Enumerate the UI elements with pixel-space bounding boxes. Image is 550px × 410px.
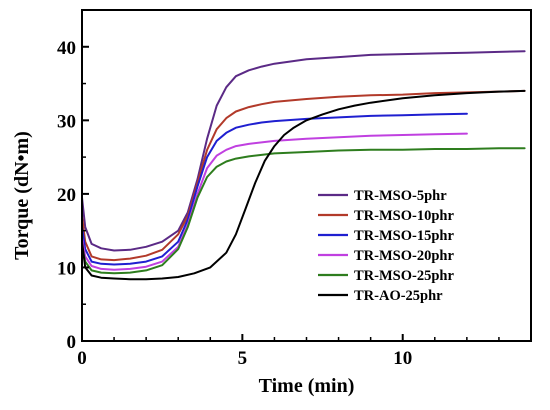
legend-label: TR-MSO-15phr: [354, 228, 454, 244]
ticks-layer: 0 5 10 0 10 20 30 40: [57, 38, 532, 369]
x-tick-label: 10: [393, 348, 412, 369]
legend-label: TR-MSO-25phr: [354, 268, 454, 284]
series-line-6: [81, 89, 526, 281]
x-axis-title: Time (min): [259, 375, 355, 397]
series-line-3: [81, 112, 468, 266]
series-line-2: [81, 89, 526, 262]
series-line-5: [81, 147, 526, 275]
y-tick-label: 20: [57, 185, 76, 206]
y-tick-label: 10: [57, 258, 76, 279]
series-line-4: [81, 132, 468, 271]
legend-label: TR-MSO-10phr: [354, 208, 454, 224]
y-tick-label: 40: [57, 38, 76, 59]
legend-label: TR-MSO-20phr: [354, 248, 454, 264]
series-layer: [81, 50, 526, 281]
y-tick-label: 30: [57, 111, 76, 132]
x-tick-label: 0: [77, 348, 87, 369]
legend-label: TR-AO-25phr: [354, 288, 443, 304]
y-tick-label: 0: [67, 332, 77, 353]
x-tick-label: 5: [238, 348, 248, 369]
y-axis-title: Torque (dN•m): [11, 131, 33, 260]
legend-label: TR-MSO-5phr: [354, 188, 447, 204]
series-line-1: [81, 50, 526, 252]
legend: TR-MSO-5phr TR-MSO-10phr TR-MSO-15phr TR-MS…: [318, 188, 454, 304]
